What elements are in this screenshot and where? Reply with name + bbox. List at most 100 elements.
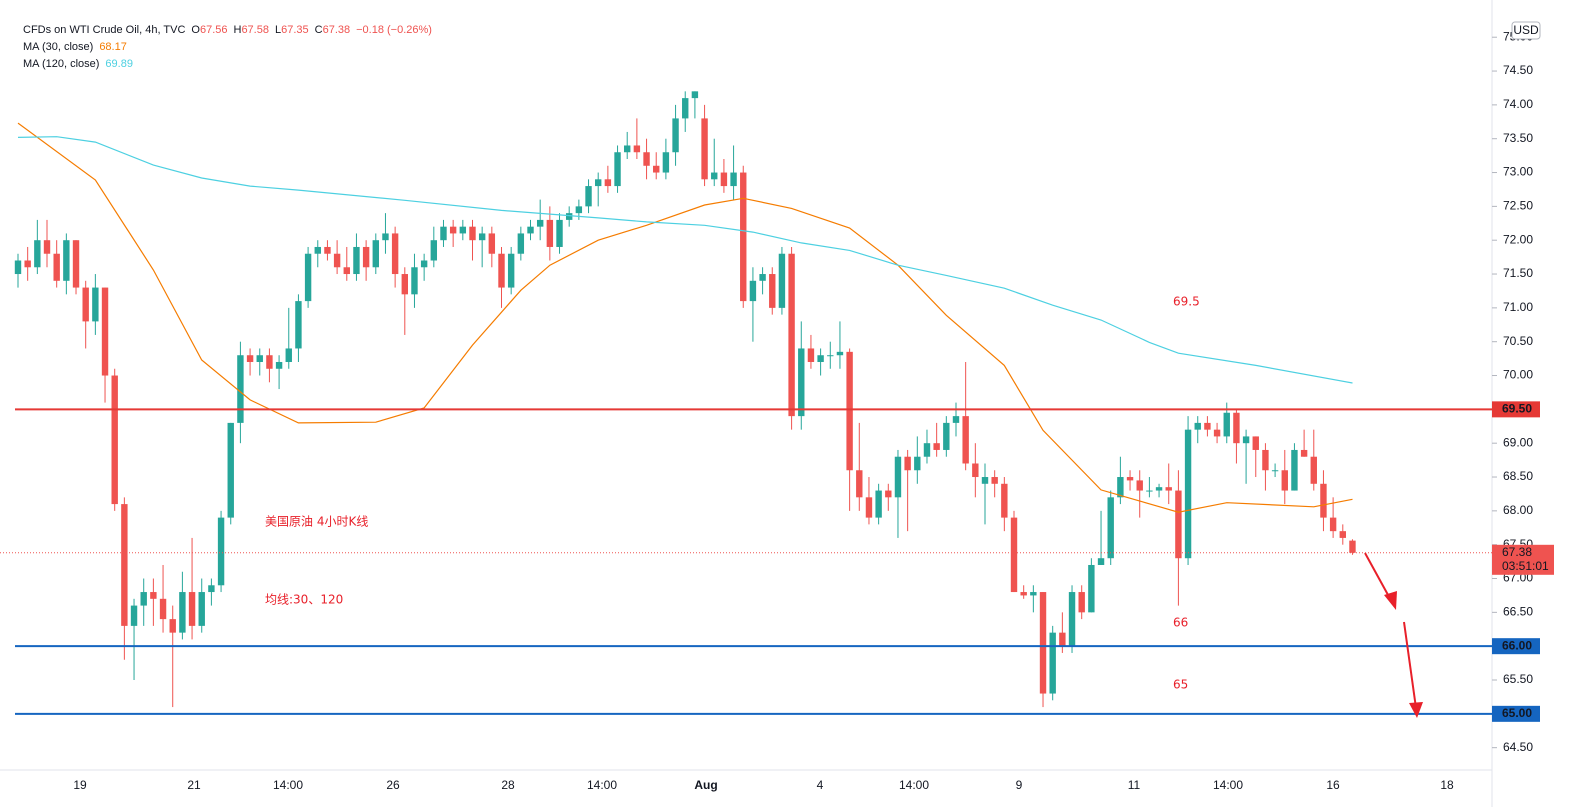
candle-body (420, 260, 428, 268)
candle-body (962, 416, 969, 464)
candle-body (701, 118, 708, 180)
x-tick-label: 14:00 (273, 778, 303, 792)
candle-body (865, 497, 873, 518)
candle-body (1010, 517, 1018, 593)
candle-body (362, 246, 370, 268)
y-tick-label: 69.00 (1503, 435, 1533, 449)
annotation: 66 (1173, 616, 1188, 630)
y-tick-label: 71.50 (1503, 266, 1533, 280)
candle-body (730, 172, 737, 187)
arrowhead (1409, 702, 1423, 718)
candle-body (150, 592, 157, 599)
candle-body (740, 172, 747, 302)
candle-body (1339, 531, 1346, 538)
y-tick-label: 64.50 (1503, 740, 1533, 754)
y-tick-label: 73.50 (1503, 131, 1533, 145)
candle-body (24, 260, 31, 268)
candle-body (1252, 436, 1259, 450)
x-tick-label: 9 (1016, 778, 1023, 792)
candle-body (1194, 422, 1201, 430)
candle-body (488, 233, 496, 254)
candle-body (856, 470, 863, 498)
candle-body (778, 253, 786, 308)
candle-body (575, 206, 583, 214)
price-badge (1492, 401, 1540, 418)
x-tick-label: 14:00 (1213, 778, 1243, 792)
candle-body (333, 253, 341, 268)
candle-body (1030, 592, 1037, 596)
candle-body (285, 348, 292, 362)
candle-body (604, 179, 612, 187)
ma-legend-value: 68.17 (99, 41, 127, 53)
candle-body (1184, 429, 1192, 559)
x-tick-label: 28 (501, 778, 515, 792)
candle-body (1291, 449, 1298, 491)
candle-body (343, 267, 350, 275)
candle-body (459, 226, 467, 234)
x-tick-label: 26 (386, 778, 400, 792)
y-tick-label: 72.50 (1503, 199, 1533, 213)
x-tick-label: 18 (1440, 778, 1454, 792)
candle-body (498, 253, 505, 288)
candle-body (643, 152, 650, 166)
x-tick-label: 4 (817, 778, 824, 792)
candle-body (691, 91, 699, 99)
candle-body (275, 361, 283, 369)
candle-body (1059, 632, 1066, 647)
candle-body (1213, 429, 1221, 437)
candle-body (1001, 483, 1008, 518)
candle-body (401, 274, 408, 295)
price-badge (1492, 705, 1540, 722)
arrowhead (1384, 591, 1397, 610)
candle-body (1146, 490, 1153, 492)
ma-legend-value: 69.89 (105, 58, 133, 70)
candle-body (662, 152, 670, 173)
candle-body (314, 246, 321, 254)
candle-body (614, 152, 621, 187)
candle-body (295, 301, 302, 349)
candle-body (952, 416, 960, 423)
ma-legend-name: MA (120, close) (23, 58, 99, 70)
candle-body (1155, 487, 1163, 491)
candle-body (1320, 483, 1327, 518)
candle-body (130, 605, 138, 626)
candle-body (923, 443, 931, 457)
currency-label: USD (1513, 23, 1539, 37)
candle-body (382, 233, 389, 241)
last-price-badge (1492, 544, 1554, 575)
candle-body (720, 172, 728, 187)
ma-line (17, 122, 1353, 513)
candle-body (894, 456, 902, 498)
candle-body (63, 240, 70, 281)
x-tick-label: 21 (187, 778, 201, 792)
candle-body (1223, 412, 1230, 437)
candle-body (72, 240, 80, 288)
candle-body (807, 348, 815, 362)
candle-body (633, 145, 641, 153)
candle-body (208, 585, 215, 593)
last-price-label: 67.38 (1502, 545, 1532, 559)
candle-body (991, 477, 998, 484)
candle-body (788, 253, 795, 417)
y-tick-label: 66.50 (1503, 605, 1533, 619)
change: −0.18 (−0.26%) (356, 24, 432, 36)
candle-body (411, 267, 418, 295)
candle-body (972, 463, 979, 478)
candle-body (507, 253, 515, 288)
candle-body (1262, 449, 1269, 471)
ohlc-value: 67.56 (200, 24, 228, 36)
ohlc-label: O (191, 24, 200, 36)
candle-body (1300, 449, 1308, 457)
x-tick-label: 11 (1128, 778, 1141, 792)
candle-body (565, 213, 573, 220)
candle-body (1242, 436, 1250, 444)
ohlc-label: H (233, 24, 241, 36)
candle-body (430, 240, 438, 261)
candle-body (1068, 592, 1076, 647)
y-tick-label: 72.00 (1503, 232, 1533, 246)
ma-legend-name: MA (30, close) (23, 41, 93, 53)
ohlc-label: C (315, 24, 323, 36)
candle-body (885, 490, 892, 498)
